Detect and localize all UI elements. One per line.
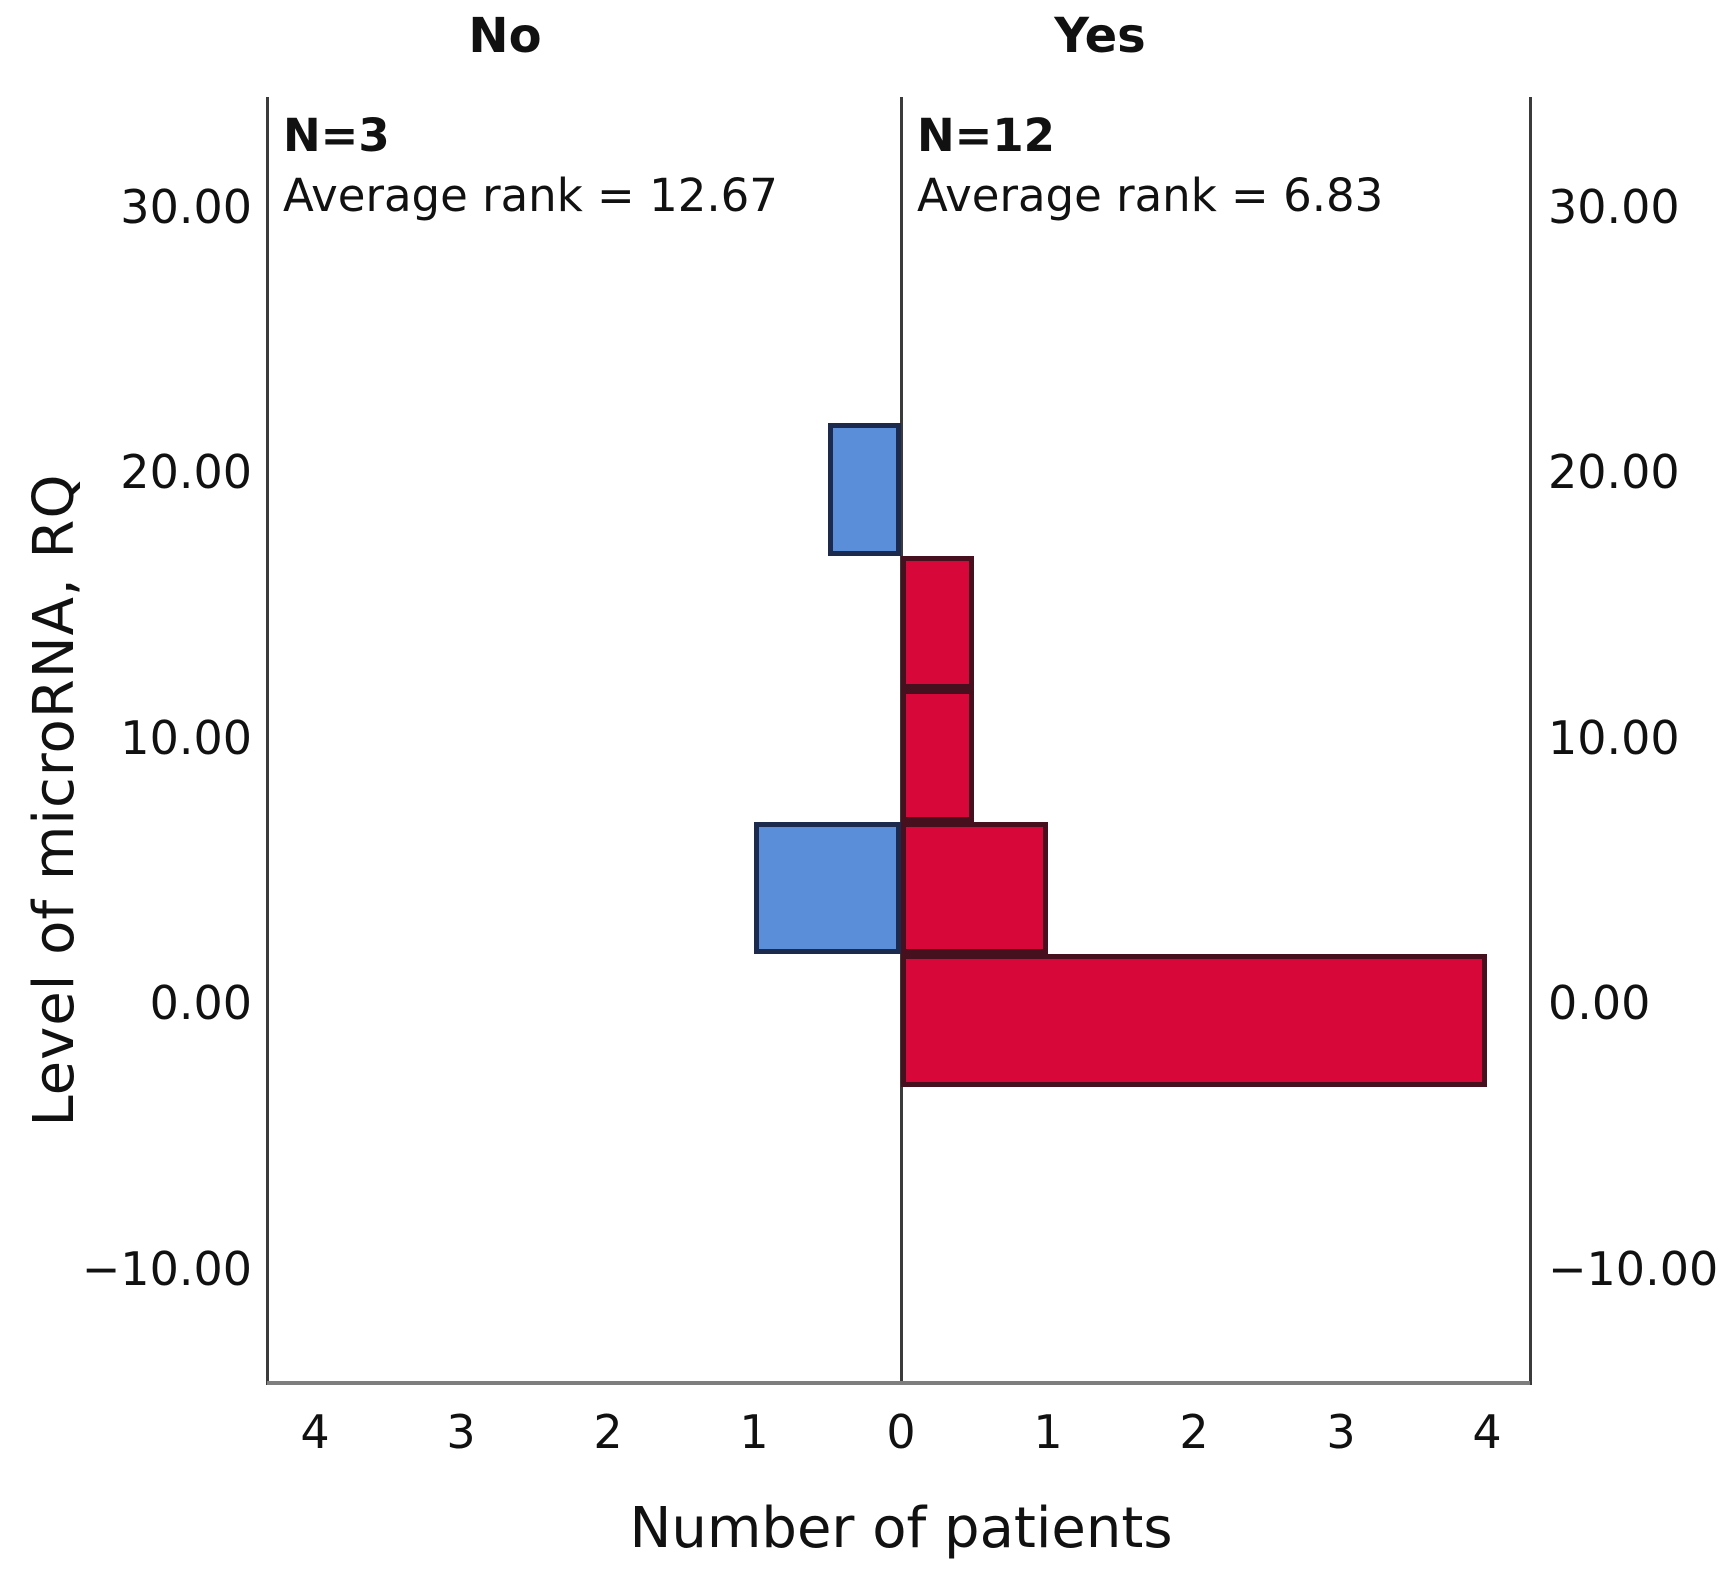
- y-tick-label-left-10: 10.00: [120, 711, 252, 765]
- y-tick-label-right-20: 20.00: [1548, 445, 1680, 499]
- x-tick-label-3: 3: [1326, 1405, 1356, 1459]
- y-tick-label-right-30: 30.00: [1548, 180, 1680, 234]
- histogram-bar-no-0: [827, 423, 901, 557]
- histogram-bar-yes-2: [901, 821, 1048, 955]
- annotation-n-yes: N=12: [917, 109, 1055, 162]
- y-tick-label-left-0: 0.00: [149, 976, 252, 1030]
- y-tick-label-right-0: 0.00: [1548, 976, 1651, 1030]
- y-tick-label-left-20: 20.00: [120, 445, 252, 499]
- annotation-avgrank-no: Average rank = 12.67: [283, 169, 778, 222]
- x-axis-title: Number of patients: [629, 1496, 1173, 1561]
- y-axis-title: Level of microRNA, RQ: [22, 473, 87, 1127]
- histogram-bar-yes-1: [901, 688, 975, 822]
- y-tick-label-right-10: 10.00: [1548, 711, 1680, 765]
- histogram-bar-yes-0: [901, 556, 975, 689]
- left-axis-line: [266, 97, 269, 1385]
- panel-title-yes: Yes: [1054, 8, 1146, 64]
- y-tick-label-left--10: −10.00: [81, 1242, 252, 1296]
- y-tick-label-right--10: −10.00: [1548, 1242, 1719, 1296]
- histogram-bar-no-1: [754, 821, 901, 955]
- y-tick-label-left-30: 30.00: [120, 180, 252, 234]
- histogram-bar-yes-3: [901, 954, 1488, 1088]
- panel-title-no: No: [468, 8, 542, 64]
- x-tick-label-1: 1: [1033, 1405, 1063, 1459]
- x-tick-label-2: 2: [1179, 1405, 1209, 1459]
- annotation-n-no: N=3: [283, 109, 390, 162]
- bottom-frame-line: [267, 1381, 1530, 1385]
- x-tick-label-0: 0: [886, 1405, 916, 1459]
- x-tick-label--4: 4: [300, 1405, 330, 1459]
- annotation-avgrank-yes: Average rank = 6.83: [917, 169, 1384, 222]
- x-tick-label--3: 3: [446, 1405, 476, 1459]
- right-axis-line: [1529, 97, 1532, 1385]
- x-tick-label-4: 4: [1472, 1405, 1502, 1459]
- x-tick-label--2: 2: [593, 1405, 623, 1459]
- x-tick-label--1: 1: [739, 1405, 769, 1459]
